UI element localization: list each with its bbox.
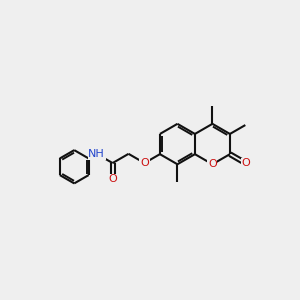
Text: O: O bbox=[108, 174, 117, 184]
Text: NH: NH bbox=[88, 149, 105, 159]
Text: O: O bbox=[241, 158, 250, 168]
Text: O: O bbox=[140, 158, 149, 168]
Text: O: O bbox=[208, 159, 217, 169]
